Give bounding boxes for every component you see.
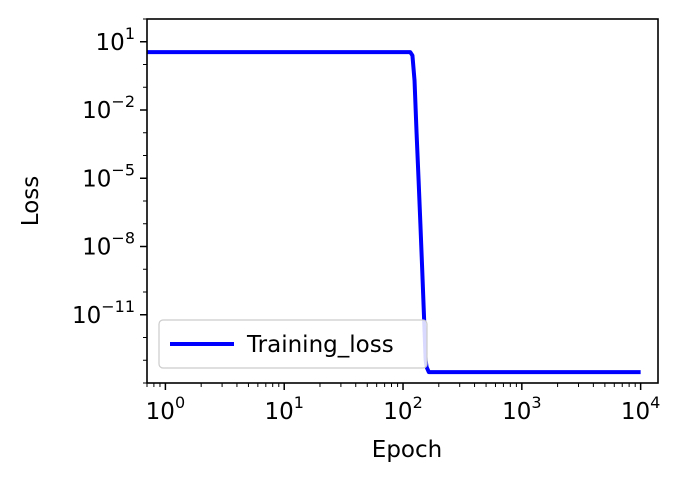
y-tick-label: 10−5 (82, 160, 135, 192)
x-axis-label: Epoch (372, 437, 442, 463)
axis-layer: 100 101 102 103 104 101 10−2 10−5 10−8 10−11 (72, 18, 660, 425)
x-tick-label: 103 (502, 393, 541, 425)
x-tick-label: 102 (383, 393, 422, 425)
y-tick-label: 10−11 (72, 297, 135, 329)
legend: Training_loss (158, 319, 428, 369)
series-line-training-loss (147, 50, 641, 375)
legend-box (158, 319, 428, 369)
y-tick-label: 10−8 (82, 229, 135, 261)
y-axis-label: Loss (18, 176, 44, 226)
y-tick-label: 101 (96, 24, 135, 56)
y-tick-label: 10−2 (82, 92, 135, 124)
x-tick-label: 100 (146, 393, 185, 425)
x-tick-label: 104 (621, 393, 660, 425)
x-tick-label: 101 (264, 393, 303, 425)
plot-layer (147, 50, 641, 375)
legend-label-training-loss: Training_loss (246, 332, 394, 358)
